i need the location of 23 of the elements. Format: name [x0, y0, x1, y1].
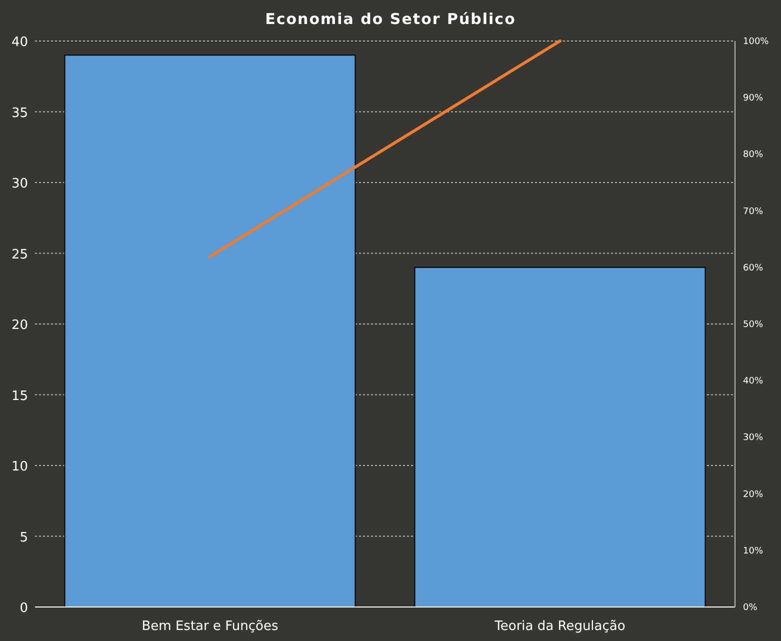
y2-tick-label: 80%: [743, 150, 764, 160]
x-tick-label: Teoria da Regulação: [494, 619, 626, 634]
y-tick-label: 10: [11, 460, 28, 474]
y-tick-label: 35: [11, 106, 28, 121]
y2-tick-label: 50%: [743, 320, 764, 330]
y-tick-label: 0: [20, 601, 28, 616]
y-tick-label: 30: [11, 176, 28, 192]
y2-tick-label: 70%: [743, 206, 764, 217]
y2-tick-label: 90%: [743, 94, 764, 104]
y-tick-label: 25: [11, 247, 28, 262]
y2-tick-label: 0%: [743, 603, 758, 613]
y2-tick-label: 40%: [743, 376, 764, 387]
y2-tick-label: 10%: [743, 546, 764, 556]
y2-tick-label: 20%: [743, 490, 764, 500]
y2-tick-label: 100%: [743, 37, 770, 47]
y-tick-label: 20: [11, 318, 28, 333]
y-tick-label: 15: [11, 388, 28, 404]
y-tick-label: 5: [20, 530, 28, 546]
x-tick-label: Bem Estar e Funções: [142, 619, 278, 634]
chart-title: Economia do Setor Público: [265, 10, 516, 28]
y2-tick-label: 30%: [743, 433, 764, 444]
y-tick-label: 40: [11, 35, 28, 50]
y2-tick-label: 60%: [743, 263, 764, 274]
